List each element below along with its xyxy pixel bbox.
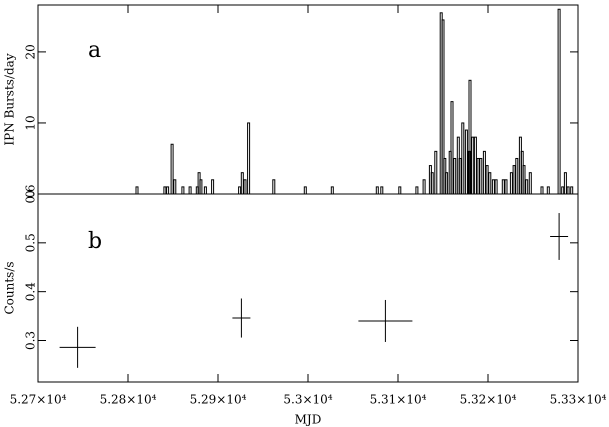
y-tick-label: 0.6 xyxy=(24,184,38,203)
bar xyxy=(546,186,550,195)
bar xyxy=(485,165,489,195)
plot-frame xyxy=(37,4,579,195)
bar xyxy=(501,179,505,195)
bar xyxy=(458,157,462,195)
bar xyxy=(135,186,139,195)
plot-frame xyxy=(37,193,579,383)
bar xyxy=(540,186,544,195)
y-tick-label: 0.3 xyxy=(24,331,38,350)
bar xyxy=(330,186,334,195)
bar xyxy=(525,179,529,195)
bar xyxy=(203,186,207,195)
bar xyxy=(476,157,480,195)
bar xyxy=(461,122,465,195)
bar xyxy=(561,186,565,195)
bar xyxy=(563,172,567,195)
bar xyxy=(181,186,185,195)
bar xyxy=(272,179,276,195)
x-tick-label: 5.33×10⁴ xyxy=(550,393,607,407)
x-tick-label: 5.31×10⁴ xyxy=(370,393,427,407)
bar xyxy=(434,150,438,195)
bar xyxy=(557,8,561,195)
bar xyxy=(515,157,519,195)
bar xyxy=(491,179,495,195)
x-tick-label: 5.28×10⁴ xyxy=(100,393,157,407)
bar xyxy=(415,186,419,195)
bar xyxy=(188,186,192,195)
y-axis-label: IPN Bursts/day xyxy=(3,53,17,145)
bar xyxy=(173,179,177,195)
bar xyxy=(488,172,492,195)
bar xyxy=(570,186,574,195)
bar xyxy=(494,179,498,195)
bar xyxy=(504,179,508,195)
bar xyxy=(238,186,242,195)
bar xyxy=(163,186,167,195)
y-tick-label: 20 xyxy=(24,44,38,59)
bar xyxy=(240,172,244,195)
bar xyxy=(482,150,486,195)
y-tick-label: 0.5 xyxy=(24,233,38,252)
bar xyxy=(445,172,449,195)
bar xyxy=(512,165,516,195)
y-axis-label: Counts/s xyxy=(3,261,17,314)
bar xyxy=(170,143,174,195)
bar xyxy=(247,122,251,195)
bar xyxy=(422,179,426,195)
x-axis-label: MJD xyxy=(295,413,322,427)
bar xyxy=(464,129,468,195)
panel-label: b xyxy=(88,229,102,254)
bar xyxy=(453,157,457,195)
bar xyxy=(473,136,477,195)
y-tick-label: 0.4 xyxy=(24,282,38,301)
bar xyxy=(509,172,513,195)
bar xyxy=(375,186,379,195)
bar xyxy=(199,179,203,195)
x-tick-label: 5.3×10⁴ xyxy=(283,393,332,407)
bar xyxy=(566,186,570,195)
bar xyxy=(522,165,526,195)
bar xyxy=(479,157,483,195)
y-tick-label: 0 xyxy=(24,190,38,198)
panel-label: a xyxy=(88,38,101,63)
bar xyxy=(166,186,170,195)
bar xyxy=(211,179,215,195)
x-tick-label: 5.32×10⁴ xyxy=(460,393,517,407)
x-tick-label: 5.27×10⁴ xyxy=(10,393,67,407)
x-tick-label: 5.29×10⁴ xyxy=(190,393,247,407)
y-tick-label: 10 xyxy=(24,115,38,130)
bar xyxy=(398,186,402,195)
bar xyxy=(380,186,384,195)
bar xyxy=(430,172,434,195)
bar xyxy=(528,172,532,195)
bar xyxy=(450,101,454,195)
bar xyxy=(471,136,475,195)
bar xyxy=(243,179,247,195)
bar xyxy=(303,186,307,195)
